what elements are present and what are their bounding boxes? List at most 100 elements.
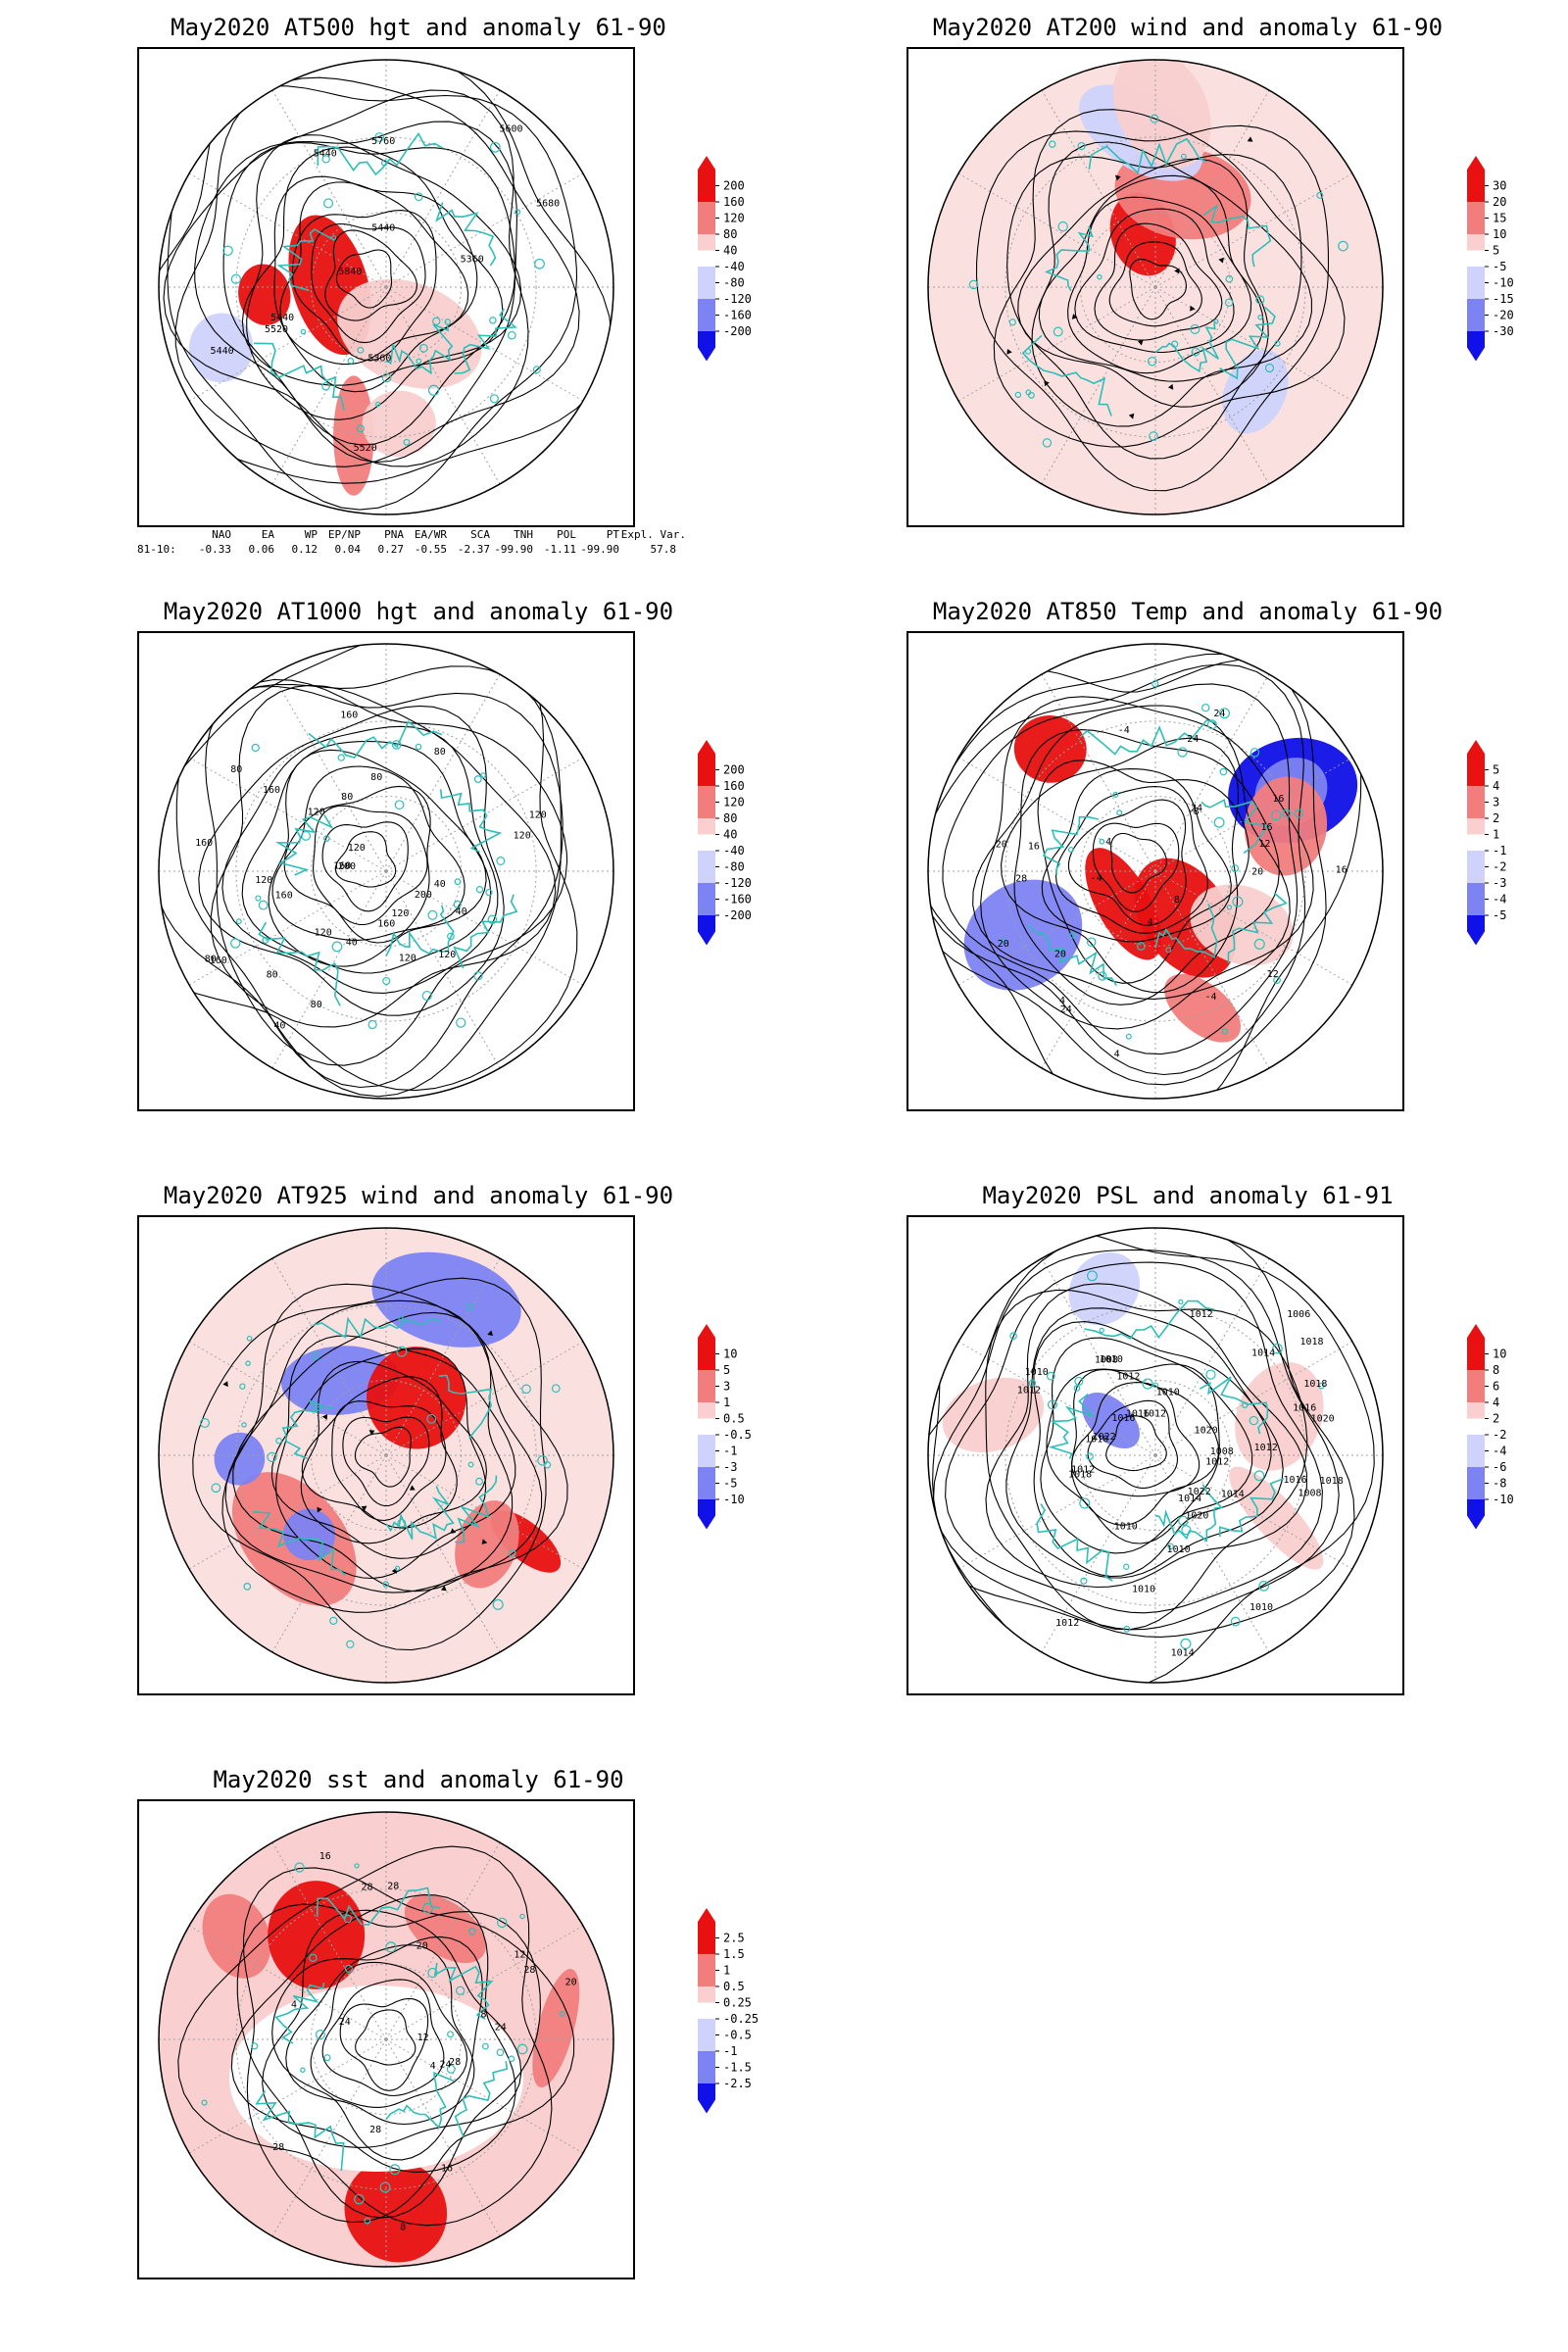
colorbar-swatch xyxy=(698,883,715,900)
anomaly-patch xyxy=(942,1377,1045,1452)
colorbar-label: -10 xyxy=(1493,276,1514,290)
coastline xyxy=(475,1477,484,1486)
contour-label: 16 xyxy=(319,1851,331,1862)
contour-label: 1022 xyxy=(1093,1432,1116,1443)
meridian xyxy=(188,1925,387,2040)
coastline xyxy=(274,1982,325,2044)
polar-map: 1010 1010 1012 1014 1016 1018 1020 1010 1012 1022… xyxy=(906,1215,1404,1695)
coastline xyxy=(1042,438,1053,448)
coastline xyxy=(1154,1484,1223,1543)
colorbar-label: 20 xyxy=(1493,195,1506,209)
meridian xyxy=(385,1454,501,1653)
colorbar-swatch xyxy=(1467,786,1485,803)
contour-label: 12 xyxy=(417,2033,429,2043)
contour-label: 1012 xyxy=(1116,1371,1140,1382)
coastline xyxy=(467,1461,474,1468)
coastline xyxy=(1221,1028,1229,1035)
colorbar-label: 0.5 xyxy=(723,1980,745,1993)
coastline xyxy=(1199,1376,1269,1435)
contour-line xyxy=(236,1903,541,2219)
colorbar-swatch xyxy=(698,1499,715,1516)
coastline xyxy=(281,1399,334,1460)
colorbar-swatch xyxy=(698,2051,715,2068)
coastline xyxy=(343,1914,353,1924)
colorbar-swatch xyxy=(698,1954,715,1971)
meridian xyxy=(385,286,501,485)
streamline-arrow xyxy=(1114,174,1121,181)
colorbar-swatch xyxy=(698,267,715,283)
meridian xyxy=(385,673,501,872)
colorbar-label: -1 xyxy=(723,1445,737,1458)
colorbar: 200 160 120 80 40 -40 -80 -120 -160 -200 xyxy=(690,740,847,1014)
latitude-circle xyxy=(235,136,537,438)
contour-label: 5440 xyxy=(211,346,234,357)
streamline xyxy=(1006,153,1302,460)
coastline xyxy=(300,2067,306,2073)
panel-title: May2020 AT1000 hgt and anomaly 61-90 xyxy=(163,598,674,625)
coastline xyxy=(1253,938,1265,950)
contour-label: 1014 xyxy=(1251,1348,1275,1358)
contour-label: 5680 xyxy=(536,199,560,210)
streamline xyxy=(270,1348,487,1559)
colorbar-swatch xyxy=(698,299,715,316)
coastline xyxy=(446,2064,456,2074)
streamline-arrow xyxy=(222,1381,228,1388)
contour-line xyxy=(285,1944,475,2126)
colorbar-label: 1 xyxy=(723,1396,730,1409)
contour-line xyxy=(167,85,578,511)
colorbar-label: 80 xyxy=(723,811,737,825)
colorbar-swatch xyxy=(1467,899,1485,915)
coastline xyxy=(521,1384,531,1395)
colorbar-label: 5 xyxy=(723,1363,730,1377)
coastline xyxy=(1201,703,1210,712)
coastline xyxy=(1008,318,1016,326)
coastline xyxy=(1255,295,1265,305)
colorbar-label: -3 xyxy=(723,1460,737,1474)
map-boundary xyxy=(158,59,614,515)
contour-label: -4 xyxy=(1204,992,1216,1003)
contour-line xyxy=(980,696,1314,1030)
colorbar-label: -10 xyxy=(723,1493,745,1506)
contour-label: 40 xyxy=(456,906,467,917)
contour-label: 28 xyxy=(1015,873,1027,884)
colorbar-label: 1 xyxy=(723,1964,730,1978)
coastline xyxy=(1009,1332,1017,1341)
colorbar-label: 40 xyxy=(723,828,737,842)
coastline xyxy=(1219,708,1230,719)
coastline xyxy=(1049,140,1056,148)
contour-line xyxy=(334,831,397,888)
coastline xyxy=(1097,273,1102,280)
coastline xyxy=(508,1549,516,1557)
contour-label: 4 xyxy=(1105,837,1111,848)
contour-label: 16 xyxy=(1028,842,1040,853)
colorbar: 200 160 120 80 40 -40 -80 -120 -160 -200 xyxy=(690,156,847,430)
coastline xyxy=(354,2193,365,2205)
meridian xyxy=(385,2038,501,2237)
coastline xyxy=(489,317,497,324)
contour-label: 1018 xyxy=(1303,1379,1327,1390)
coastline xyxy=(1213,816,1225,828)
contour-label: 4 xyxy=(1114,1050,1120,1060)
contour-label: 28 xyxy=(449,2057,461,2068)
coastline xyxy=(537,1455,548,1466)
streamline-arrow xyxy=(440,1585,447,1592)
contour-label: 160 xyxy=(210,956,227,966)
contour-label: 40 xyxy=(434,879,446,890)
coastline xyxy=(1258,1581,1270,1592)
coastline xyxy=(1084,1299,1215,1340)
colorbar-swatch xyxy=(1467,315,1485,331)
streamline xyxy=(1094,222,1223,341)
contour-label: 160 xyxy=(195,838,213,849)
colorbar-label: 120 xyxy=(723,212,745,225)
coastline xyxy=(1152,679,1159,688)
index-value: -99.90 xyxy=(494,543,533,556)
coastline xyxy=(415,743,422,751)
contour-line xyxy=(942,683,1298,1055)
coastline xyxy=(276,228,335,292)
meridian xyxy=(1041,673,1156,872)
coastline xyxy=(1123,1625,1131,1633)
contour-label: 8 xyxy=(1174,895,1180,906)
colorbar-label: 10 xyxy=(1493,1348,1506,1361)
coastline xyxy=(245,1360,251,1366)
meridian xyxy=(188,1454,387,1570)
